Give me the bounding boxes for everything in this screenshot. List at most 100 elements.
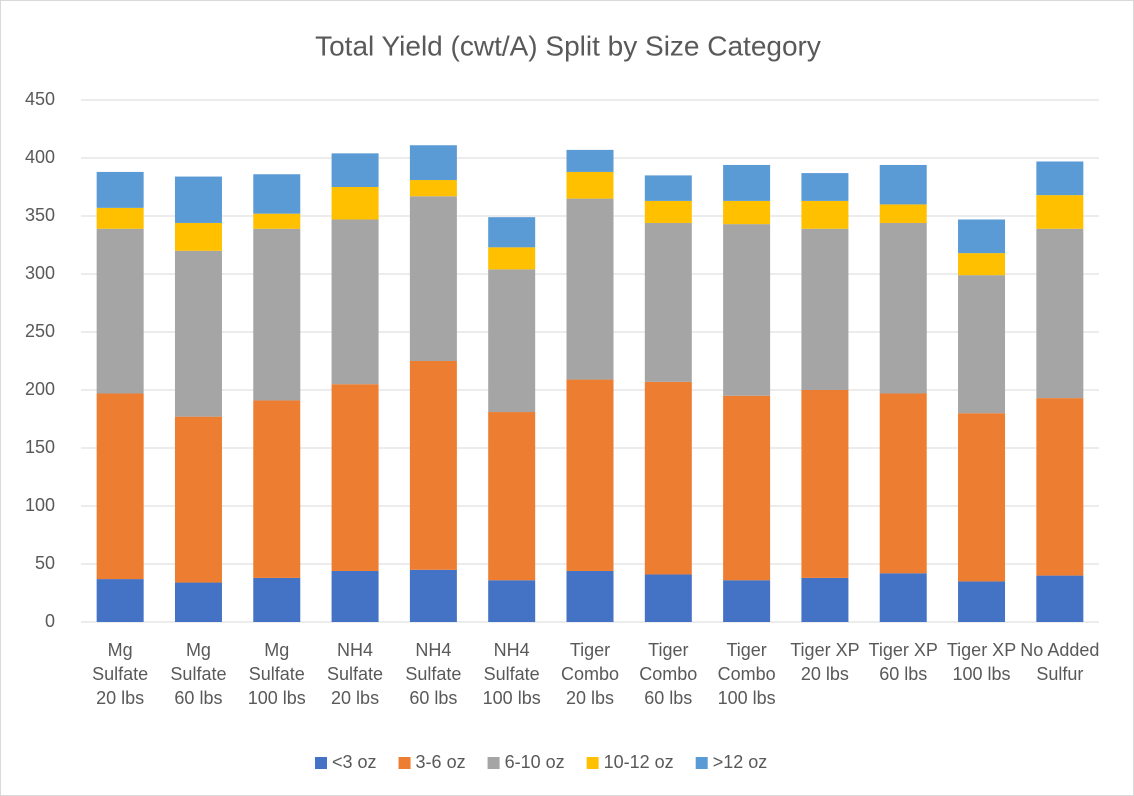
bar-segment [801,390,849,578]
y-tick-label: 100 [25,495,55,515]
x-tick-label: Tiger Combo 100 lbs [717,640,776,708]
bar-segment [96,207,144,229]
bar-segment [409,180,457,197]
x-tick-label: NH4 Sulfate 20 lbs [327,640,384,708]
bar-segment [1036,228,1084,399]
bar-segment [174,222,222,251]
bar-segment [488,412,536,581]
bar-segment [409,569,457,622]
bar-segment [331,570,379,622]
y-tick-label: 50 [35,553,55,573]
bar-segment [96,228,144,394]
bar-segment [723,200,771,225]
x-tick-label: Mg Sulfate 100 lbs [247,640,306,708]
y-tick-label: 400 [25,147,55,167]
bar-segment [566,198,614,380]
bar-segment [1036,398,1084,576]
bar-segment [958,413,1006,582]
bar-segment [879,573,927,622]
y-tick-label: 450 [25,89,55,109]
bar-segment [96,171,144,208]
bar-segment [1036,195,1084,229]
bar-segment [644,574,692,622]
bar-segment [566,149,614,172]
bar-segment [174,250,222,417]
y-tick-label: 350 [25,205,55,225]
bar-segment [409,361,457,570]
legend-label: 3-6 oz [416,752,466,772]
x-tick-label: Tiger Combo 60 lbs [639,640,698,708]
bar-segment [409,196,457,361]
bar-segment [253,213,301,229]
bar-segment [331,219,379,385]
bar-segment [331,153,379,187]
bar-segment [488,580,536,622]
y-tick-label: 0 [45,611,55,631]
bar-segment [879,204,927,223]
x-tick-label: Mg Sulfate 20 lbs [92,640,149,708]
bar-segment [409,145,457,181]
x-tick-label: Tiger XP 60 lbs [868,640,938,684]
bar-segment [644,381,692,575]
bar-segment [723,164,771,201]
bar-segment [174,582,222,622]
bar-segment [958,275,1006,414]
y-tick-label: 150 [25,437,55,457]
chart-title: Total Yield (cwt/A) Split by Size Catego… [315,30,821,61]
bar-segment [174,416,222,583]
bar-segment [1036,161,1084,196]
bar-segment [879,222,927,394]
x-tick-label: Tiger Combo 20 lbs [560,640,620,708]
bar-segment [253,577,301,622]
bar-segment [253,174,301,214]
bar-segment [331,187,379,220]
bar-segment [644,200,692,223]
bar-segment [488,247,536,270]
bar-segment [488,217,536,248]
bar-segment [879,164,927,205]
bar-segment [331,384,379,571]
x-tick-label: Tiger XP 100 lbs [946,640,1017,684]
legend-label: 6-10 oz [505,752,565,772]
legend-swatch [487,757,500,769]
bar-segment [253,400,301,578]
legend-swatch [315,757,327,769]
y-tick-label: 200 [25,379,55,399]
bar-segment [801,228,849,390]
bar-segment [879,393,927,574]
x-tick-label: NH4 Sulfate 100 lbs [482,640,541,708]
bar-segment [1036,575,1084,622]
bar-segment [958,581,1006,622]
bar-segment [723,224,771,396]
x-tick-label: NH4 Sulfate 60 lbs [405,640,462,708]
y-tick-label: 300 [25,263,55,283]
x-tick-label: Tiger XP 20 lbs [790,640,860,684]
bar-segment [723,395,771,581]
bar-segment [488,269,536,413]
legend-swatch [586,757,599,769]
bar-segment [723,580,771,622]
bar-segment [801,200,849,229]
bar-segment [566,171,614,199]
x-tick-label: No Added Sulfur [1020,640,1100,684]
legend-swatch [398,757,411,769]
bar-segment [644,222,692,382]
bar-segment [801,173,849,201]
bar-segment [958,219,1006,254]
bar-segment [801,577,849,622]
legend-label: 10-12 oz [604,752,674,772]
bar-segment [566,570,614,622]
bar-segment [958,253,1006,276]
bar-segment [174,176,222,223]
bar-segment [253,228,301,401]
legend-swatch [695,757,708,769]
legend-label: >12 oz [713,752,768,772]
bar-segment [644,175,692,201]
y-tick-label: 250 [25,321,55,341]
legend-label: <3 oz [332,752,377,772]
x-tick-label: Mg Sulfate 60 lbs [170,640,227,708]
bar-segment [96,393,144,580]
bar-segment [566,379,614,571]
